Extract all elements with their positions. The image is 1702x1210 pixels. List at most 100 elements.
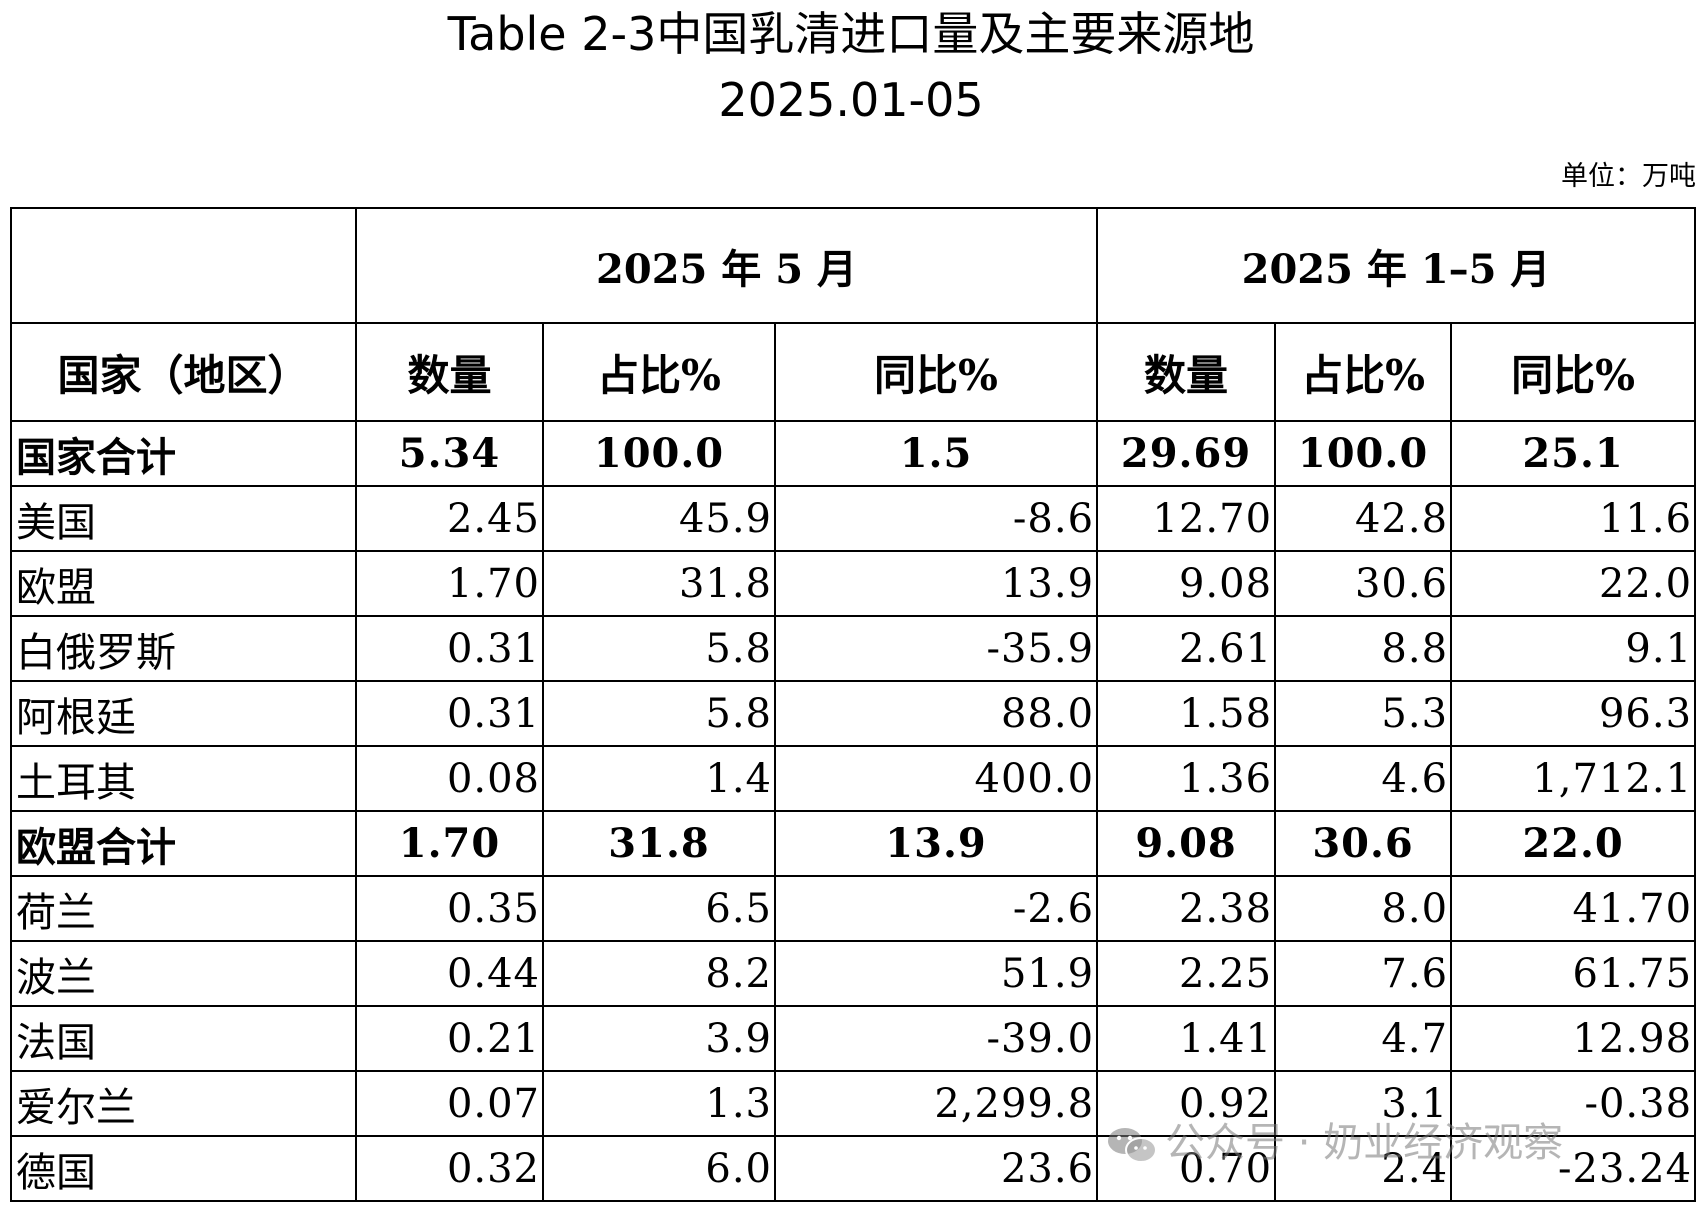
value-cell: 8.0 [1274, 875, 1453, 942]
value-cell: 88.0 [773, 680, 1099, 747]
table-row: 荷兰 0.35 6.5 -2.6 2.38 8.0 41.70 [10, 875, 1697, 942]
table-row: 阿根廷 0.31 5.8 88.0 1.58 5.3 96.3 [10, 680, 1697, 747]
value-cell: 1,712.1 [1450, 745, 1697, 812]
value-cell: 5.34 [355, 420, 544, 487]
table-subtitle: 2025.01-05 [718, 73, 984, 127]
value-cell: -39.0 [773, 1005, 1099, 1072]
value-cell: 0.35 [355, 875, 544, 942]
value-cell: 42.8 [1274, 485, 1453, 552]
value-cell: 0.07 [355, 1070, 544, 1137]
value-cell: 5.3 [1274, 680, 1453, 747]
value-cell: 8.2 [542, 940, 776, 1007]
header-blank-cell [10, 207, 357, 324]
value-cell: 1.41 [1096, 1005, 1277, 1072]
header-row-columns: 国家（地区） 数量 占比% 同比% 数量 占比% 同比% [10, 322, 1697, 422]
whey-import-table: 2025 年 5 月 2025 年 1–5 月 国家（地区） 数量 占比% 同比… [10, 207, 1697, 1202]
value-cell: 31.8 [542, 810, 776, 877]
header-yoy: 同比% [773, 322, 1099, 422]
value-cell: 0.32 [355, 1135, 544, 1202]
value-cell: -23.24 [1450, 1135, 1697, 1202]
country-cell: 国家合计 [10, 420, 357, 487]
country-cell: 爱尔兰 [10, 1070, 357, 1137]
header-share: 占比% [542, 322, 776, 422]
value-cell: 9.08 [1096, 810, 1277, 877]
value-cell: 30.6 [1274, 810, 1453, 877]
value-cell: 9.1 [1450, 615, 1697, 682]
value-cell: 2.38 [1096, 875, 1277, 942]
country-cell: 土耳其 [10, 745, 357, 812]
value-cell: 23.6 [773, 1135, 1099, 1202]
value-cell: 25.1 [1450, 420, 1697, 487]
value-cell: -0.38 [1450, 1070, 1697, 1137]
header-row-period: 2025 年 5 月 2025 年 1–5 月 [10, 207, 1697, 324]
value-cell: 2,299.8 [773, 1070, 1099, 1137]
table-row: 白俄罗斯 0.31 5.8 -35.9 2.61 8.8 9.1 [10, 615, 1697, 682]
table-row: 土耳其 0.08 1.4 400.0 1.36 4.6 1,712.1 [10, 745, 1697, 812]
value-cell: 11.6 [1450, 485, 1697, 552]
country-cell: 欧盟合计 [10, 810, 357, 877]
country-cell: 德国 [10, 1135, 357, 1202]
table-row: 国家合计 5.34 100.0 1.5 29.69 100.0 25.1 [10, 420, 1697, 487]
value-cell: 5.8 [542, 615, 776, 682]
value-cell: 0.44 [355, 940, 544, 1007]
value-cell: 13.9 [773, 550, 1099, 617]
value-cell: 31.8 [542, 550, 776, 617]
value-cell: 0.31 [355, 680, 544, 747]
watermark: 公众号 · 奶业经济观察 [1105, 1110, 1563, 1168]
value-cell: 41.70 [1450, 875, 1697, 942]
value-cell: -35.9 [773, 615, 1099, 682]
value-cell: 51.9 [773, 940, 1099, 1007]
value-cell: 1.70 [355, 810, 544, 877]
country-cell: 法国 [10, 1005, 357, 1072]
value-cell: 100.0 [542, 420, 776, 487]
value-cell: 7.6 [1274, 940, 1453, 1007]
value-cell: 45.9 [542, 485, 776, 552]
value-cell: 2.61 [1096, 615, 1277, 682]
value-cell: 13.9 [773, 810, 1099, 877]
country-cell: 波兰 [10, 940, 357, 1007]
value-cell: 12.98 [1450, 1005, 1697, 1072]
value-cell: 30.6 [1274, 550, 1453, 617]
value-cell: 8.8 [1274, 615, 1453, 682]
value-cell: 0.92 [1096, 1070, 1277, 1137]
value-cell: 22.0 [1450, 810, 1697, 877]
header-jan-may-2025: 2025 年 1–5 月 [1096, 207, 1697, 324]
country-cell: 欧盟 [10, 550, 357, 617]
header-quantity: 数量 [355, 322, 544, 422]
country-cell: 荷兰 [10, 875, 357, 942]
value-cell: 1.4 [542, 745, 776, 812]
header-yoy-ytd: 同比% [1450, 322, 1697, 422]
table-row: 法国 0.21 3.9 -39.0 1.41 4.7 12.98 [10, 1005, 1697, 1072]
value-cell: 3.9 [542, 1005, 776, 1072]
country-cell: 阿根廷 [10, 680, 357, 747]
unit-label: 单位：万吨 [1561, 161, 1696, 192]
country-cell: 美国 [10, 485, 357, 552]
value-cell: -8.6 [773, 485, 1099, 552]
value-cell: 0.08 [355, 745, 544, 812]
value-cell: 6.5 [542, 875, 776, 942]
value-cell: 0.21 [355, 1005, 544, 1072]
value-cell: 9.08 [1096, 550, 1277, 617]
value-cell: 4.7 [1274, 1005, 1453, 1072]
table-row: 欧盟合计 1.70 31.8 13.9 9.08 30.6 22.0 [10, 810, 1697, 877]
header-share-ytd: 占比% [1274, 322, 1453, 422]
value-cell: 5.8 [542, 680, 776, 747]
value-cell: 3.1 [1274, 1070, 1453, 1137]
watermark-text: 公众号 · 奶业经济观察 [1165, 1120, 1564, 1166]
value-cell: 1.58 [1096, 680, 1277, 747]
value-cell: 1.5 [773, 420, 1099, 487]
table-row: 美国 2.45 45.9 -8.6 12.70 42.8 11.6 [10, 485, 1697, 552]
value-cell: 0.31 [355, 615, 544, 682]
value-cell: 29.69 [1096, 420, 1277, 487]
value-cell: 61.75 [1450, 940, 1697, 1007]
header-quantity-ytd: 数量 [1096, 322, 1277, 422]
value-cell: -2.6 [773, 875, 1099, 942]
value-cell: 2.25 [1096, 940, 1277, 1007]
table-row: 波兰 0.44 8.2 51.9 2.25 7.6 61.75 [10, 940, 1697, 1007]
value-cell: 1.3 [542, 1070, 776, 1137]
value-cell: 2.45 [355, 485, 544, 552]
value-cell: 2.4 [1274, 1135, 1453, 1202]
value-cell: 96.3 [1450, 680, 1697, 747]
value-cell: 1.70 [355, 550, 544, 617]
table-title: Table 2-3中国乳清进口量及主要来源地 [447, 7, 1255, 61]
